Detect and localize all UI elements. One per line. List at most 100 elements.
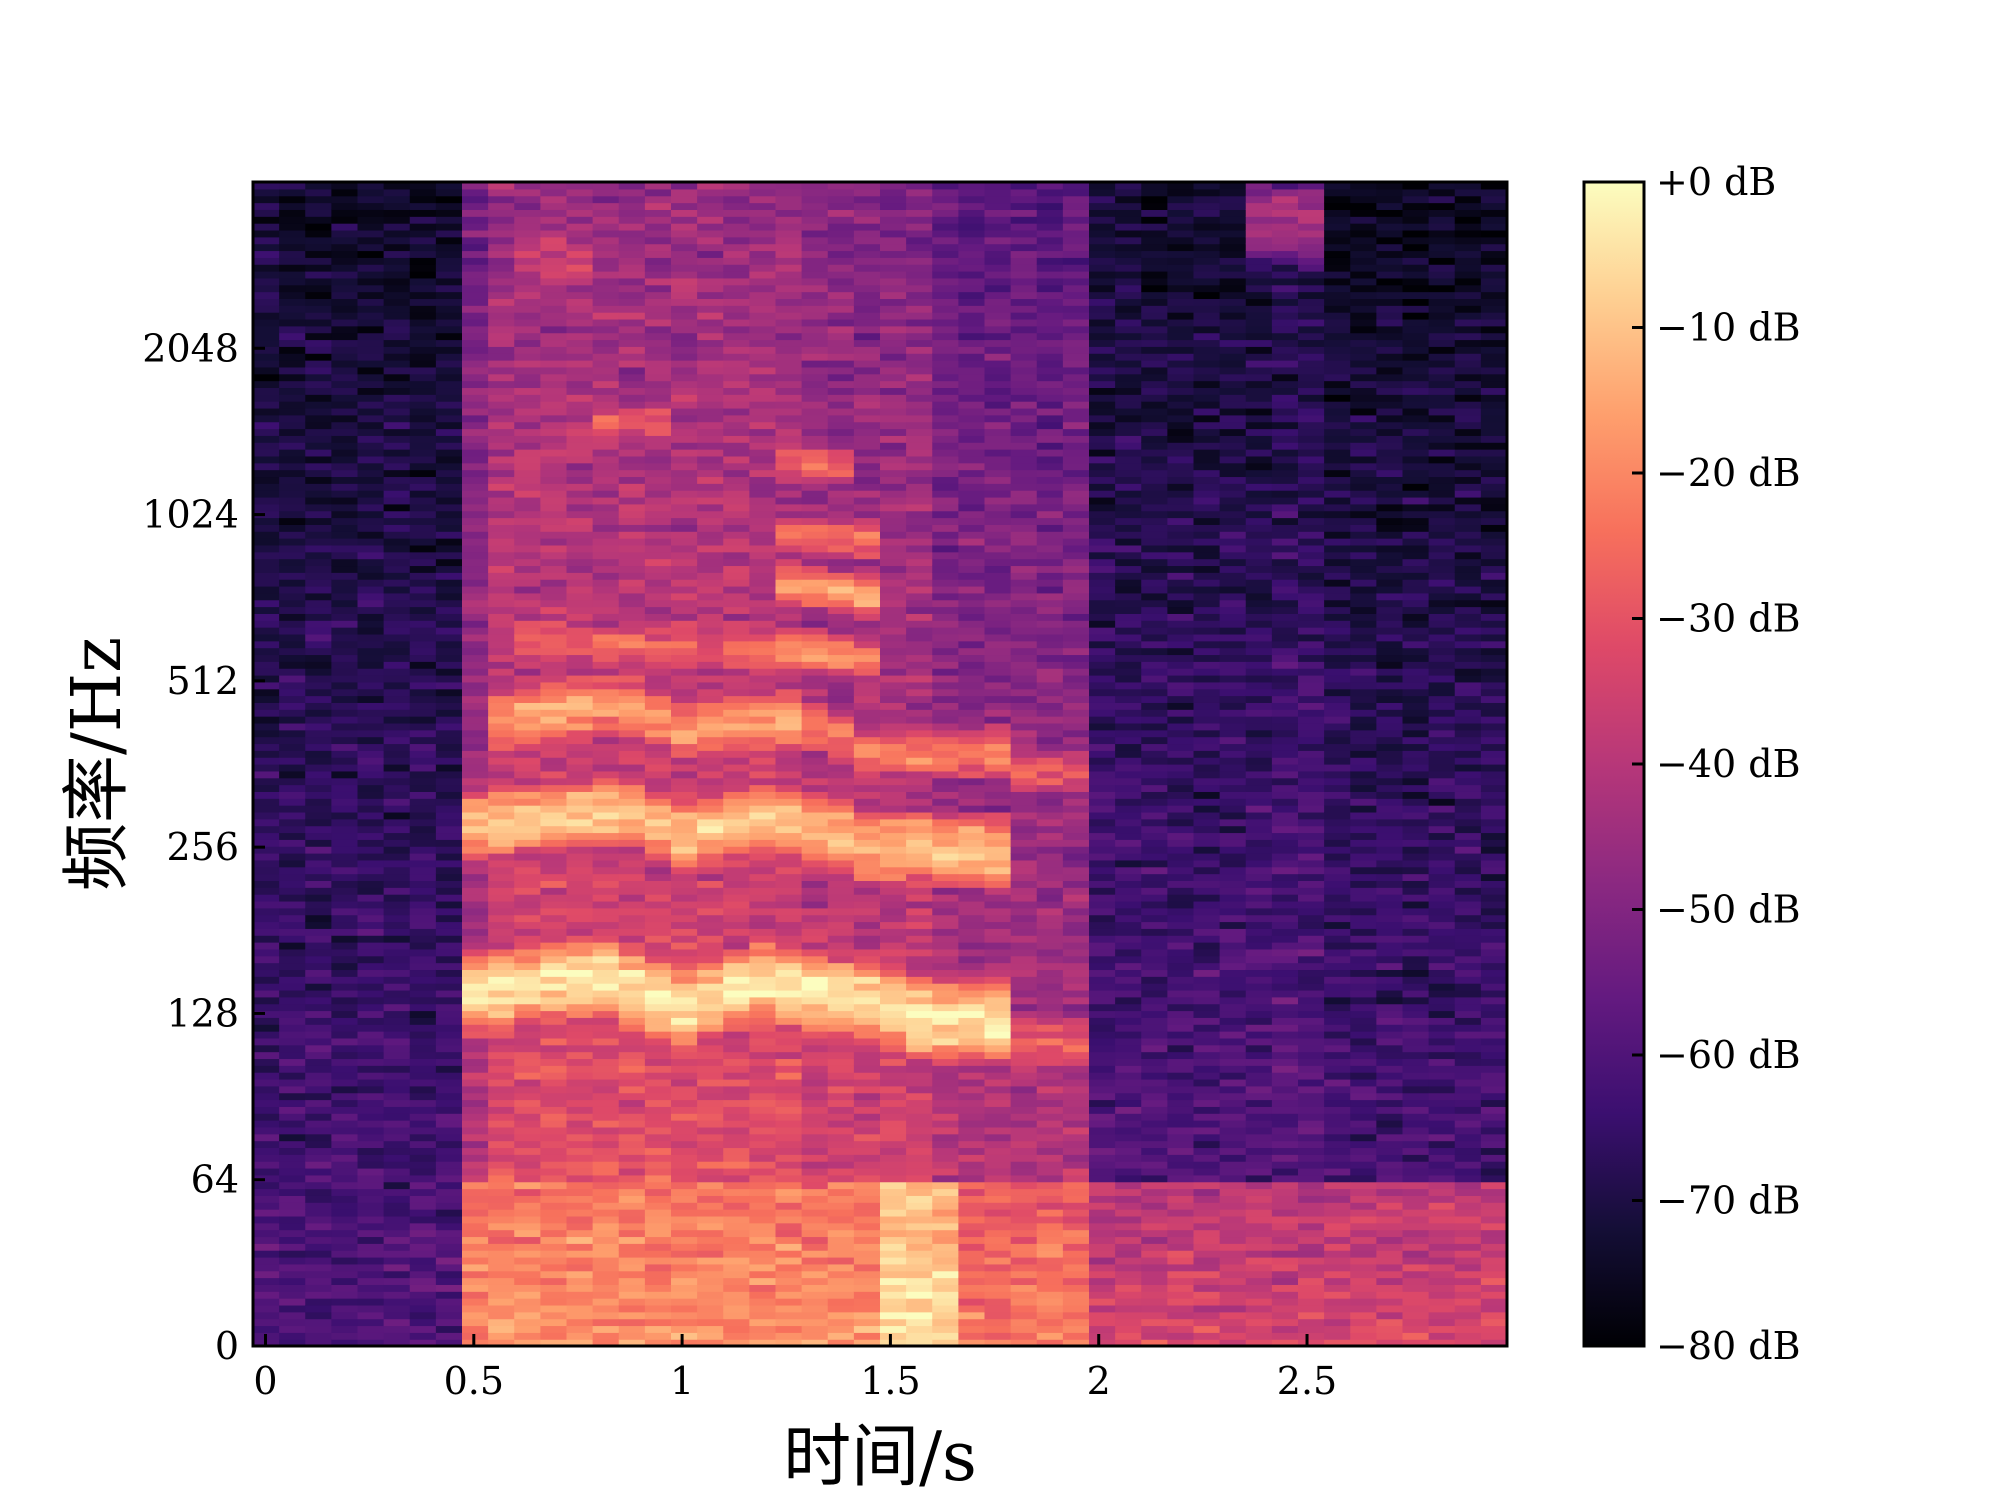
heatmap-cell xyxy=(723,948,750,957)
heatmap-cell xyxy=(488,695,515,703)
heatmap-cell xyxy=(488,640,515,649)
heatmap-cell xyxy=(775,435,803,443)
heatmap-cell xyxy=(279,777,306,786)
heatmap-cell xyxy=(253,531,280,539)
heatmap-cell xyxy=(697,722,724,731)
heatmap-cell xyxy=(488,1010,515,1018)
heatmap-cell xyxy=(462,428,489,436)
heatmap-cell xyxy=(984,332,1012,341)
heatmap-cell xyxy=(488,366,515,375)
heatmap-cell xyxy=(279,531,306,539)
heatmap-cell xyxy=(279,517,306,525)
heatmap-cell xyxy=(618,291,646,299)
heatmap-cell xyxy=(958,955,986,964)
heatmap-cell xyxy=(775,1250,803,1258)
heatmap-cell xyxy=(540,846,568,854)
heatmap-cell xyxy=(592,195,620,204)
heatmap-cell xyxy=(435,572,463,580)
heatmap-cell xyxy=(723,1222,750,1231)
heatmap-cell xyxy=(253,1085,280,1094)
heatmap-cell xyxy=(488,312,515,320)
heatmap-cell xyxy=(880,524,907,532)
heatmap-cell xyxy=(932,394,959,402)
heatmap-cell xyxy=(305,1318,332,1327)
heatmap-cell xyxy=(723,1291,750,1299)
heatmap-cell xyxy=(853,873,881,881)
heatmap-cell xyxy=(749,709,777,717)
heatmap-cell xyxy=(566,661,594,669)
heatmap-cell xyxy=(540,202,568,210)
heatmap-cell xyxy=(357,407,385,416)
heatmap-cell xyxy=(409,428,437,436)
heatmap-cell xyxy=(540,661,568,669)
heatmap-cell xyxy=(462,277,489,286)
heatmap-cell xyxy=(880,1188,907,1196)
heatmap-cell xyxy=(592,948,620,957)
heatmap-cell xyxy=(462,818,489,827)
heatmap-cell xyxy=(253,640,280,649)
heatmap-cell xyxy=(435,339,463,347)
heatmap-cell xyxy=(514,1332,541,1340)
heatmap-cell xyxy=(409,722,437,731)
heatmap-cell xyxy=(697,921,724,929)
heatmap-cell xyxy=(801,1167,829,1176)
heatmap-cell xyxy=(618,510,646,519)
heatmap-cell xyxy=(932,996,959,1005)
heatmap-cell xyxy=(435,257,463,265)
heatmap-cell xyxy=(305,1085,332,1094)
heatmap-cell xyxy=(749,1311,777,1320)
heatmap-cell xyxy=(514,565,541,573)
heatmap-cell xyxy=(305,1092,332,1101)
heatmap-cell xyxy=(697,312,724,320)
heatmap-cell xyxy=(801,1085,829,1094)
heatmap-cell xyxy=(566,223,594,231)
heatmap-cell xyxy=(566,654,594,662)
heatmap-cell xyxy=(906,674,933,683)
heatmap-cell xyxy=(671,1250,698,1258)
heatmap-cell xyxy=(462,271,489,279)
heatmap-cell xyxy=(435,654,463,662)
heatmap-cell xyxy=(514,681,541,690)
heatmap-cell xyxy=(880,722,907,731)
heatmap-cell xyxy=(253,668,280,676)
heatmap-cell xyxy=(723,455,750,464)
heatmap-cell xyxy=(749,339,777,347)
heatmap-cell xyxy=(383,1031,411,1039)
heatmap-cell xyxy=(880,1044,907,1053)
heatmap-cell xyxy=(514,873,541,881)
heatmap-cell xyxy=(697,209,724,217)
heatmap-cell xyxy=(435,325,463,334)
heatmap-cell xyxy=(488,613,515,621)
heatmap-cell xyxy=(906,1339,933,1347)
heatmap-cell xyxy=(592,1250,620,1258)
heatmap-cell xyxy=(383,284,411,293)
heatmap-cell xyxy=(801,1332,829,1340)
heatmap-cell xyxy=(435,592,463,601)
heatmap-cell xyxy=(827,798,855,806)
heatmap-cell xyxy=(409,969,437,977)
heatmap-cell xyxy=(514,1065,541,1073)
heatmap-cell xyxy=(775,1325,803,1333)
heatmap-cell xyxy=(958,565,986,573)
heatmap-cell xyxy=(906,277,933,286)
heatmap-cell xyxy=(697,1291,724,1299)
heatmap-cell xyxy=(984,887,1012,895)
heatmap-cell xyxy=(984,825,1012,834)
heatmap-cell xyxy=(671,1243,698,1251)
heatmap-cell xyxy=(514,312,541,320)
heatmap-cell xyxy=(383,1332,411,1340)
heatmap-cell xyxy=(488,469,515,478)
heatmap-cell xyxy=(932,442,959,450)
heatmap-cell xyxy=(749,442,777,450)
heatmap-cell xyxy=(488,1099,515,1107)
heatmap-cell xyxy=(644,1037,672,1046)
heatmap-cell xyxy=(357,736,385,745)
heatmap-cell xyxy=(723,216,750,224)
heatmap-cell xyxy=(906,1031,933,1039)
heatmap-cell xyxy=(592,1167,620,1176)
heatmap-cell xyxy=(514,380,541,389)
heatmap-cell xyxy=(775,846,803,854)
heatmap-cell xyxy=(723,305,750,313)
heatmap-cell xyxy=(958,195,986,204)
heatmap-cell xyxy=(514,353,541,361)
